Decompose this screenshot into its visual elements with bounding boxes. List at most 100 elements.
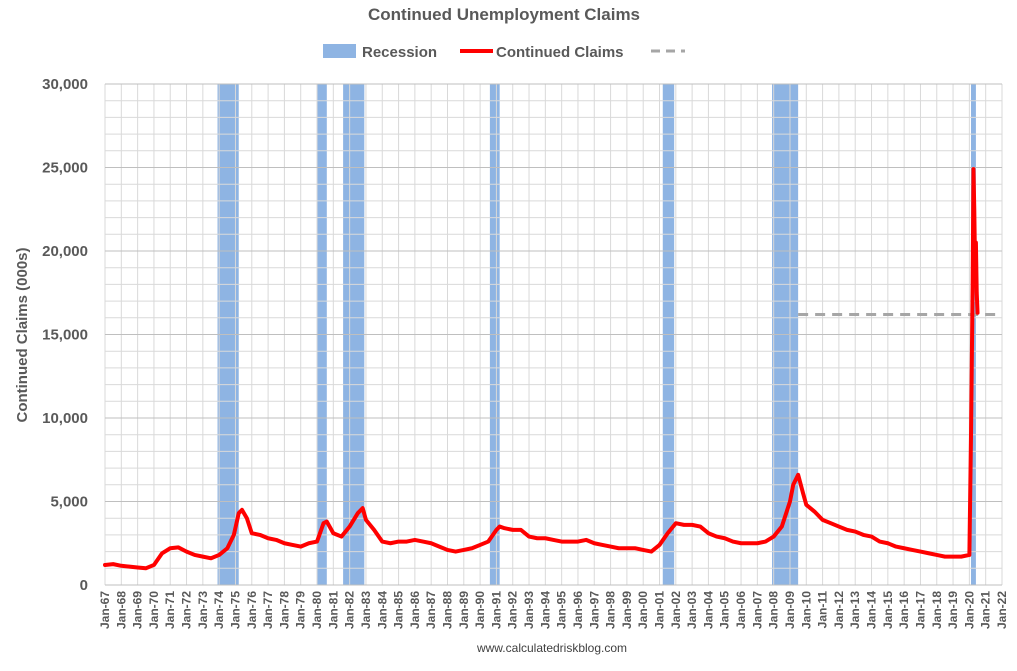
y-tick-label: 25,000 — [42, 160, 88, 177]
data-point — [266, 536, 270, 540]
data-point — [560, 539, 564, 544]
data-point — [388, 541, 393, 545]
y-tick-label: 5,000 — [50, 494, 88, 511]
x-tick-label: Jan-76 — [245, 591, 259, 629]
x-tick-label: Jan-88 — [440, 591, 454, 629]
data-point — [791, 483, 795, 487]
data-point — [625, 546, 629, 550]
data-point — [364, 518, 368, 522]
x-tick-label: Jan-05 — [718, 591, 732, 629]
x-tick-label: Jan-80 — [310, 591, 324, 629]
data-point — [600, 543, 605, 547]
data-point — [568, 539, 572, 544]
data-point — [237, 511, 241, 515]
x-tick-label: Jan-67 — [98, 591, 112, 629]
data-point — [396, 539, 401, 544]
data-point — [127, 565, 132, 569]
x-tick-label: Jan-19 — [946, 591, 960, 629]
data-point — [763, 539, 768, 544]
data-point — [731, 539, 735, 544]
x-tick-label: Jan-02 — [669, 591, 683, 629]
data-point — [967, 553, 971, 557]
data-point — [959, 555, 963, 559]
x-tick-label: Jan-06 — [734, 591, 748, 629]
x-tick-label: Jan-14 — [865, 591, 879, 629]
x-tick-label: Jan-09 — [783, 591, 797, 629]
data-point — [176, 545, 180, 550]
legend-label-recession: Recession — [362, 44, 437, 61]
data-point — [361, 506, 365, 510]
y-axis-label: Continued Claims (000s) — [14, 247, 31, 422]
data-point — [429, 541, 433, 545]
data-point — [649, 550, 653, 554]
x-tick-label: Jan-78 — [277, 591, 291, 629]
data-point — [674, 521, 678, 525]
x-tick-label: Jan-12 — [832, 591, 846, 629]
data-point — [437, 544, 441, 549]
x-tick-label: Jan-87 — [424, 591, 438, 629]
data-point — [837, 524, 841, 529]
data-point — [551, 538, 556, 542]
source-credit: www.calculatedriskblog.com — [476, 641, 627, 655]
x-tick-label: Jan-94 — [538, 591, 552, 629]
x-tick-label: Jan-82 — [343, 591, 357, 629]
data-point — [974, 241, 978, 245]
data-point — [498, 524, 502, 529]
series-group — [103, 167, 980, 571]
data-point — [321, 521, 326, 525]
data-point — [225, 546, 229, 550]
data-point — [698, 524, 702, 529]
data-point — [935, 553, 939, 557]
data-point — [315, 539, 319, 544]
data-point — [829, 521, 833, 525]
x-tick-label: Jan-90 — [473, 591, 487, 629]
x-tick-label: Jan-89 — [457, 591, 471, 629]
data-point — [943, 555, 947, 559]
data-point — [478, 543, 482, 547]
x-tick-label: Jan-16 — [897, 591, 911, 629]
x-tick-label: Jan-68 — [114, 591, 128, 629]
x-tick-label: Jan-72 — [180, 591, 194, 629]
x-tick-label: Jan-04 — [701, 591, 715, 629]
data-point — [232, 533, 236, 537]
x-tick-label: Jan-70 — [147, 591, 161, 629]
data-point — [853, 529, 857, 534]
data-point — [462, 548, 466, 552]
x-tick-label: Jan-11 — [816, 591, 830, 629]
x-tick-label: Jan-73 — [196, 591, 210, 629]
x-tick-label: Jan-81 — [326, 591, 340, 629]
data-point — [821, 518, 825, 522]
data-point — [973, 266, 977, 270]
data-point — [723, 536, 727, 540]
x-tick-label: Jan-92 — [506, 591, 520, 629]
data-point — [878, 539, 882, 544]
data-point — [494, 528, 499, 532]
x-tick-label: Jan-93 — [522, 591, 536, 629]
data-point — [682, 523, 686, 527]
data-point — [454, 550, 458, 554]
data-point — [184, 550, 189, 554]
y-tick-label: 20,000 — [42, 243, 88, 260]
data-point — [111, 562, 115, 566]
y-tick-label: 30,000 — [42, 76, 88, 93]
data-point — [608, 544, 613, 549]
data-point — [201, 555, 205, 559]
data-point — [910, 548, 914, 552]
data-point — [971, 282, 975, 286]
data-point — [804, 503, 808, 507]
x-tick-label: Jan-91 — [489, 591, 503, 629]
x-tick-label: Jan-17 — [913, 591, 927, 629]
data-point — [617, 546, 621, 550]
x-tick-label: Jan-18 — [930, 591, 944, 629]
data-point — [119, 564, 123, 568]
data-point — [250, 531, 254, 535]
data-point — [356, 511, 360, 515]
x-tick-label: Jan-15 — [881, 591, 895, 629]
data-point — [240, 508, 244, 512]
data-point — [413, 538, 417, 542]
data-point — [592, 541, 596, 545]
x-tick-label: Jan-98 — [604, 591, 618, 629]
data-point — [282, 541, 286, 545]
x-tick-label: Jan-21 — [979, 591, 993, 629]
data-point — [796, 473, 800, 477]
